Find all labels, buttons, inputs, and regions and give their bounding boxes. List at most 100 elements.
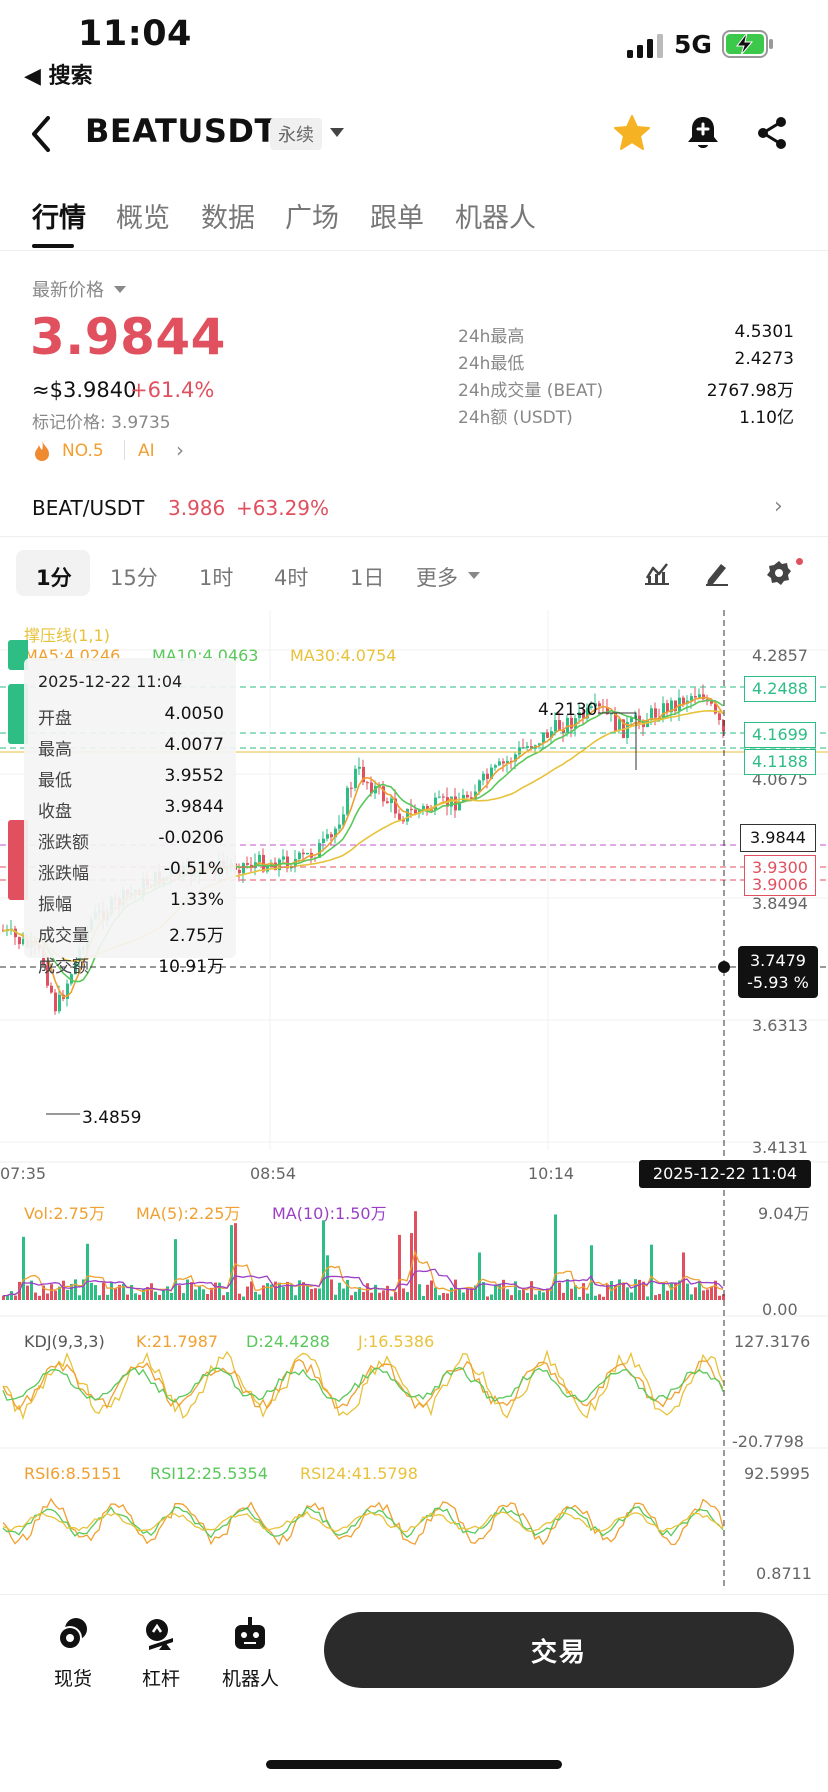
volume-bar xyxy=(238,1293,241,1300)
volume-bar xyxy=(710,1286,713,1300)
tab-bots[interactable]: 机器人 xyxy=(455,203,536,234)
volume-bar xyxy=(570,1288,573,1300)
tab-overview[interactable]: 概览 xyxy=(116,203,170,234)
volume-bar xyxy=(146,1287,149,1300)
crosshair-time: 2025-12-22 11:04 xyxy=(639,1160,811,1188)
volume-bar xyxy=(194,1289,197,1300)
back-arrow-icon[interactable] xyxy=(28,114,54,154)
volume-bar xyxy=(38,1295,41,1300)
volume-bar xyxy=(318,1288,321,1300)
candle-body xyxy=(394,798,397,814)
ai-badge[interactable]: AI xyxy=(138,441,155,461)
spot-pair-link[interactable]: BEAT/USDT xyxy=(32,496,145,520)
level-tag-left-green[interactable] xyxy=(8,640,28,670)
timeframe-1d[interactable]: 1日 xyxy=(350,566,385,590)
volume-axis-bottom: 0.00 xyxy=(762,1300,798,1319)
timeframe-1m[interactable]: 1分 xyxy=(36,566,72,590)
tab-copy-trading[interactable]: 跟单 xyxy=(370,203,424,234)
volume-bar xyxy=(590,1245,593,1300)
chevron-down-icon[interactable] xyxy=(114,286,126,293)
candle-body xyxy=(570,717,573,729)
favorite-star-icon[interactable] xyxy=(613,114,651,152)
pair-title[interactable]: BEATUSDT xyxy=(85,112,277,150)
nav-margin[interactable]: 杠杆 xyxy=(142,1668,181,1690)
tab-market[interactable]: 行情 xyxy=(32,203,86,234)
timeframe-more[interactable]: 更多 xyxy=(416,566,458,590)
contract-type-badge[interactable]: 永续 xyxy=(270,118,322,150)
chevron-right-icon[interactable]: › xyxy=(176,438,184,462)
candle-body xyxy=(558,720,561,730)
info-value: -0.0206 xyxy=(158,828,224,848)
level-tag-green[interactable]: 4.1188 xyxy=(744,749,816,775)
margin-leverage-icon[interactable] xyxy=(143,1616,179,1652)
level-tag-left-red[interactable] xyxy=(8,820,28,900)
volume-bar xyxy=(6,1295,9,1300)
back-to-search-link[interactable]: ◀ 搜索 xyxy=(24,64,93,89)
level-tag-left-green[interactable] xyxy=(8,684,28,744)
volume-bar xyxy=(66,1289,69,1300)
volume-bar xyxy=(566,1279,569,1300)
nav-spot[interactable]: 现货 xyxy=(54,1668,93,1690)
volume-bar xyxy=(558,1282,561,1300)
last-price-label[interactable]: 最新价格 xyxy=(32,280,104,301)
share-icon[interactable] xyxy=(756,116,788,150)
tab-square[interactable]: 广场 xyxy=(285,203,339,234)
volume-bar xyxy=(714,1280,717,1300)
chevron-down-icon[interactable] xyxy=(330,128,344,137)
timeframe-4h[interactable]: 4时 xyxy=(274,566,309,590)
sr-line-legend[interactable]: 撑压线(1,1) xyxy=(24,626,110,645)
chevron-right-icon[interactable]: › xyxy=(774,494,783,519)
candle-body xyxy=(438,796,441,798)
volume-bar xyxy=(670,1283,673,1300)
volume-bar xyxy=(534,1294,537,1300)
trade-button[interactable]: 交易 xyxy=(324,1612,794,1688)
robot-icon[interactable] xyxy=(232,1616,268,1652)
volume-bar xyxy=(354,1291,357,1300)
rank-badge[interactable]: NO.5 xyxy=(62,441,104,461)
price-alert-bell-icon[interactable] xyxy=(686,115,720,151)
volume-bar xyxy=(258,1294,261,1300)
candlestick-chart[interactable] xyxy=(0,610,828,1590)
spot-coins-icon[interactable] xyxy=(55,1616,91,1652)
level-tag-green[interactable]: 4.1699 xyxy=(744,722,816,748)
candle-body xyxy=(694,696,697,698)
volume-bar xyxy=(370,1292,373,1300)
home-indicator[interactable] xyxy=(266,1760,562,1769)
candle-body xyxy=(582,712,585,719)
volume-bar xyxy=(138,1294,141,1300)
rsi24-legend: RSI24:41.5798 xyxy=(300,1464,418,1483)
chart-settings-gear-icon[interactable] xyxy=(766,560,792,586)
volume-legend: Vol:2.75万 xyxy=(24,1204,105,1223)
info-label: 收盘 xyxy=(38,802,72,822)
battery-charging-icon xyxy=(722,30,773,58)
level-tag-green[interactable]: 4.2488 xyxy=(744,676,816,702)
indicators-icon[interactable] xyxy=(643,560,671,586)
candle-body xyxy=(666,703,669,713)
tab-data[interactable]: 数据 xyxy=(201,203,255,234)
price-axis-label: 3.4131 xyxy=(752,1138,808,1157)
info-value: 10.91万 xyxy=(158,957,224,977)
crosshair-price-tag: 3.7479 -5.93 % xyxy=(738,946,818,998)
drawing-pen-icon[interactable] xyxy=(704,560,730,586)
volume-bar xyxy=(510,1295,513,1300)
chevron-down-icon[interactable] xyxy=(468,572,480,579)
volume-bar xyxy=(618,1279,621,1300)
level-tag-red[interactable]: 3.9006 xyxy=(744,878,816,896)
candle-body xyxy=(630,718,633,723)
timeframe-15m[interactable]: 15分 xyxy=(110,566,158,590)
timeframe-1h[interactable]: 1时 xyxy=(199,566,234,590)
volume-bar xyxy=(334,1294,337,1300)
volume-bar xyxy=(358,1287,361,1300)
divider xyxy=(0,536,828,537)
info-value: 4.0077 xyxy=(164,735,224,755)
stat-high-label: 24h最高 xyxy=(458,327,525,347)
volume-bar xyxy=(26,1285,29,1300)
volume-bar xyxy=(290,1284,293,1300)
volume-bar xyxy=(50,1284,53,1300)
nav-bots[interactable]: 机器人 xyxy=(222,1668,280,1690)
kdj-axis-bottom: -20.7798 xyxy=(732,1432,804,1451)
candle-body xyxy=(390,798,393,803)
volume-bar xyxy=(398,1234,401,1300)
volume-bar xyxy=(322,1220,325,1300)
candle-body xyxy=(506,760,509,764)
